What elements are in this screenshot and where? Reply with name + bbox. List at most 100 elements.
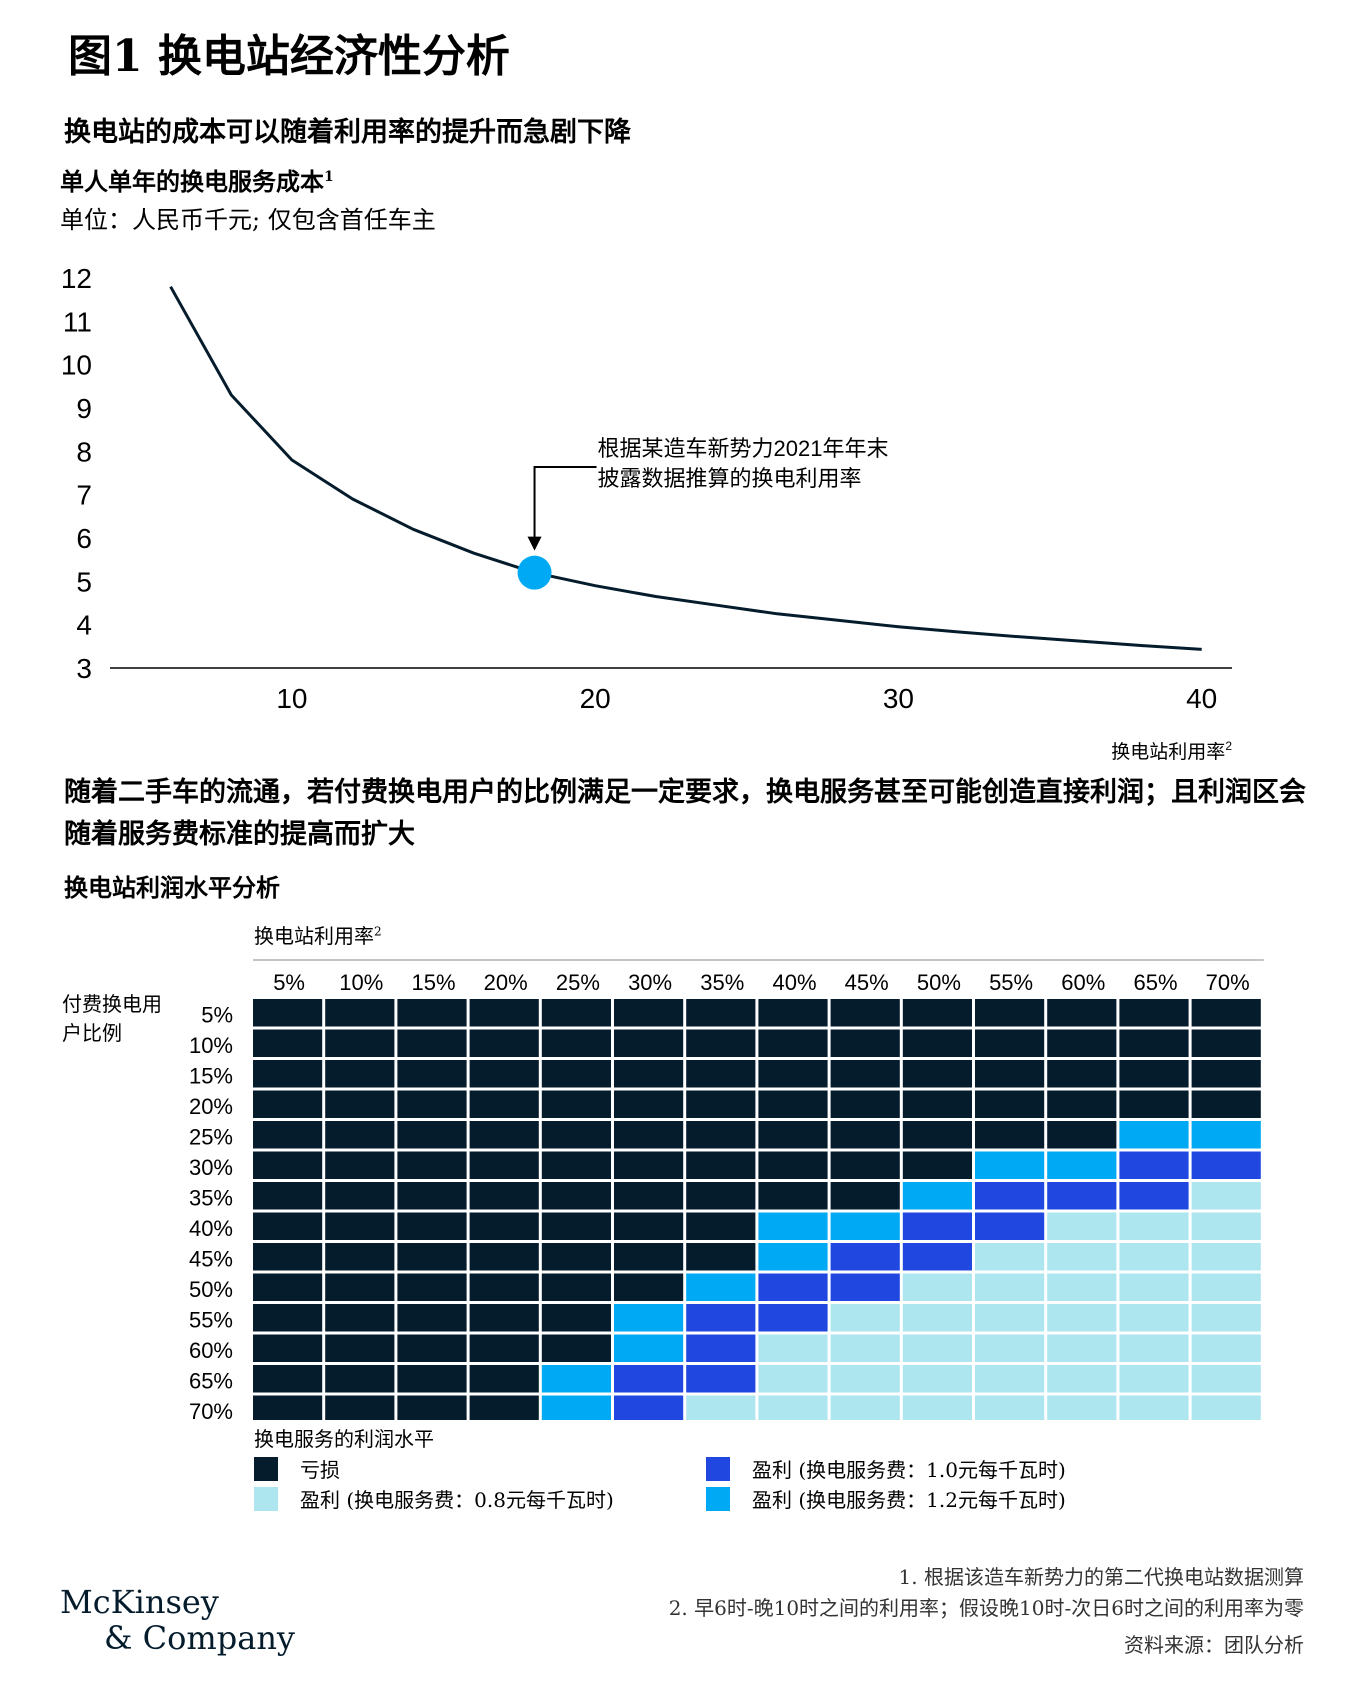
heatmap-cell-r5-c5	[541, 1121, 611, 1149]
heatmap-column-axis-label-text: 换电站利用率	[254, 924, 374, 948]
heatmap-cell-r1-c5	[541, 999, 611, 1027]
cost-series-line	[169, 285, 1202, 651]
heatmap-cell-r14-c10	[902, 1395, 972, 1420]
x-tick-label-10: 10	[276, 683, 307, 714]
heatmap-cell-r9-c6	[614, 1243, 684, 1271]
heatmap-cell-r6-c3	[397, 1151, 467, 1179]
heatmap-cell-r11-c3	[397, 1304, 467, 1332]
heatmap-cell-r10-c12	[1047, 1273, 1117, 1301]
heatmap-cell-r10-c7	[686, 1273, 756, 1301]
heatmap-cell-r10-c11	[975, 1273, 1045, 1301]
row-header-7: 35%	[189, 1185, 233, 1210]
heatmap-cell-r13-c12	[1047, 1365, 1117, 1393]
section1-heading: 换电站的成本可以随着利用率的提升而急剧下降	[64, 117, 631, 148]
heatmap-cell-r12-c10	[902, 1334, 972, 1362]
heatmap-cell-r14-c3	[397, 1395, 467, 1420]
heatmap-cell-r7-c7	[686, 1182, 756, 1210]
column-header-2: 10%	[339, 970, 383, 995]
heatmap-cell-r12-c7	[686, 1334, 756, 1362]
heatmap-cell-r4-c2	[325, 1090, 395, 1118]
heatmap-cell-r7-c14	[1191, 1182, 1261, 1210]
heatmap-cell-r4-c4	[469, 1090, 539, 1118]
heatmap-cell-r6-c2	[325, 1151, 395, 1179]
heatmap-cell-r6-c13	[1119, 1151, 1189, 1179]
heatmap-cell-r12-c3	[397, 1334, 467, 1362]
annotation-text-line-1: 根据某造车新势力2021年年末	[598, 436, 889, 461]
heatmap-cell-r5-c4	[469, 1121, 539, 1149]
heatmap-cell-r8-c5	[541, 1212, 611, 1240]
heatmap-cell-r10-c8	[758, 1273, 828, 1301]
heatmap-cell-r6-c12	[1047, 1151, 1117, 1179]
heatmap-cell-r13-c8	[758, 1365, 828, 1393]
heatmap-cell-r4-c8	[758, 1090, 828, 1118]
heatmap-cell-r3-c10	[902, 1060, 972, 1088]
heatmap-cell-r4-c9	[830, 1090, 900, 1118]
row-header-8: 40%	[189, 1216, 233, 1241]
heatmap-cell-r8-c13	[1119, 1212, 1189, 1240]
footnotes: 1. 根据该造车新势力的第二代换电站数据测算 2. 早6时-晚10时之间的利用率…	[669, 1562, 1304, 1661]
heatmap-cell-r9-c3	[397, 1243, 467, 1271]
heatmap-cell-r1-c1	[253, 999, 323, 1027]
heatmap-cell-r6-c1	[253, 1151, 323, 1179]
heatmap-cell-r5-c12	[1047, 1121, 1117, 1149]
heatmap-cell-r2-c6	[614, 1029, 684, 1057]
heatmap-cell-r12-c6	[614, 1334, 684, 1362]
heatmap-cell-r5-c10	[902, 1121, 972, 1149]
row-header-9: 45%	[189, 1246, 233, 1271]
heatmap-cell-r9-c10	[902, 1243, 972, 1271]
heatmap-cell-r9-c1	[253, 1243, 323, 1271]
heatmap-cell-r8-c1	[253, 1212, 323, 1240]
row-header-6: 30%	[189, 1155, 233, 1180]
heatmap-cell-r1-c11	[975, 999, 1045, 1027]
heatmap-cell-r10-c10	[902, 1273, 972, 1301]
heatmap-cell-r13-c9	[830, 1365, 900, 1393]
heatmap-cell-r11-c2	[325, 1304, 395, 1332]
column-header-9: 45%	[845, 970, 889, 995]
heatmap-cell-r12-c8	[758, 1334, 828, 1362]
heatmap-cell-r7-c1	[253, 1182, 323, 1210]
heatmap-cell-r6-c6	[614, 1151, 684, 1179]
heatmap-cell-r14-c1	[253, 1395, 323, 1420]
heatmap-cell-r1-c4	[469, 999, 539, 1027]
heatmap-cell-r10-c9	[830, 1273, 900, 1301]
heatmap-cell-r13-c4	[469, 1365, 539, 1393]
heatmap-cell-r8-c11	[975, 1212, 1045, 1240]
heatmap-cell-r1-c3	[397, 999, 467, 1027]
row-header-10: 50%	[189, 1277, 233, 1302]
annotation-text-line-2: 披露数据推算的换电利用率	[598, 466, 862, 491]
heatmap-cell-r11-c4	[469, 1304, 539, 1332]
heatmap-cell-r10-c13	[1119, 1273, 1189, 1301]
heatmap-cell-r14-c7	[686, 1395, 756, 1420]
row-header-11: 55%	[189, 1307, 233, 1332]
annotation-arrow-head	[527, 536, 542, 551]
heatmap-cell-r8-c3	[397, 1212, 467, 1240]
heatmap-cell-r14-c6	[614, 1395, 684, 1420]
heatmap-cell-r14-c5	[541, 1395, 611, 1420]
heatmap-cell-r7-c11	[975, 1182, 1045, 1210]
legend-swatch-4	[706, 1487, 730, 1511]
heatmap-cell-r8-c10	[902, 1212, 972, 1240]
x-tick-label-20: 20	[580, 683, 611, 714]
line-chart: 3 4 5 6 7 8 9 10 11 12 10 20 30 40 根据某造车新势力2021年年末披露数据…	[61, 263, 1232, 760]
heatmap-cell-r14-c11	[975, 1395, 1045, 1420]
heatmap-cell-r8-c7	[686, 1212, 756, 1240]
heatmap-cell-r9-c4	[469, 1243, 539, 1271]
heatmap-cell-r11-c1	[253, 1304, 323, 1332]
heatmap-cell-r9-c9	[830, 1243, 900, 1271]
heatmap-cell-r13-c10	[902, 1365, 972, 1393]
line-chart-title: 单人单年的换电服务成本1	[60, 162, 334, 197]
heatmap-cell-r8-c8	[758, 1212, 828, 1240]
heatmap-cell-r5-c3	[397, 1121, 467, 1149]
footnote-ref-2: 2	[374, 924, 382, 939]
heatmap-cell-r2-c12	[1047, 1029, 1117, 1057]
heatmap-cell-r9-c11	[975, 1243, 1045, 1271]
heatmap-cell-r4-c5	[541, 1090, 611, 1118]
heatmap-cell-r3-c5	[541, 1060, 611, 1088]
heatmap-cell-r4-c3	[397, 1090, 467, 1118]
heatmap-cell-r3-c9	[830, 1060, 900, 1088]
heatmap-cell-r11-c11	[975, 1304, 1045, 1332]
heatmap-cell-r5-c14	[1191, 1121, 1261, 1149]
heatmap-cell-r2-c7	[686, 1029, 756, 1057]
heatmap-cell-r12-c4	[469, 1334, 539, 1362]
mckinsey-logo: McKinsey & Company	[60, 1584, 295, 1656]
